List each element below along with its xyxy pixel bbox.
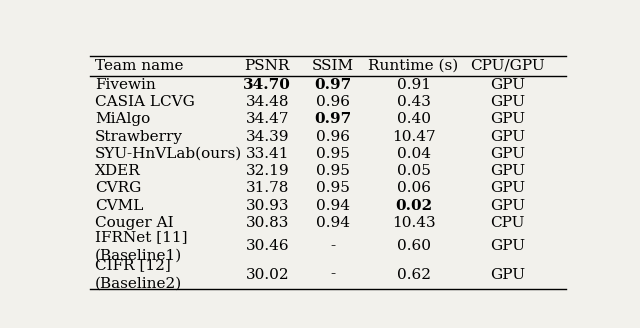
- Text: CASIA LCVG: CASIA LCVG: [95, 95, 195, 109]
- Text: 0.06: 0.06: [397, 181, 431, 195]
- Text: 0.94: 0.94: [316, 216, 350, 230]
- Text: GPU: GPU: [490, 268, 525, 282]
- Text: Team name: Team name: [95, 59, 184, 73]
- Text: 0.95: 0.95: [316, 181, 350, 195]
- Text: 31.78: 31.78: [246, 181, 289, 195]
- Text: 0.97: 0.97: [314, 112, 351, 126]
- Text: GPU: GPU: [490, 130, 525, 144]
- Text: 0.02: 0.02: [395, 199, 432, 213]
- Text: CPU: CPU: [490, 216, 525, 230]
- Text: 0.60: 0.60: [397, 239, 431, 253]
- Text: MiAlgo: MiAlgo: [95, 112, 150, 126]
- Text: 0.96: 0.96: [316, 130, 350, 144]
- Text: CPU/GPU: CPU/GPU: [470, 59, 545, 73]
- Text: 34.48: 34.48: [246, 95, 289, 109]
- Text: 0.40: 0.40: [397, 112, 431, 126]
- Text: GPU: GPU: [490, 164, 525, 178]
- Text: 0.97: 0.97: [314, 78, 351, 92]
- Text: -: -: [330, 268, 335, 282]
- Text: GPU: GPU: [490, 95, 525, 109]
- Text: -: -: [330, 239, 335, 253]
- Text: CIFR [12]
(Baseline2): CIFR [12] (Baseline2): [95, 258, 182, 291]
- Text: SSIM: SSIM: [312, 59, 354, 73]
- Text: Strawberry: Strawberry: [95, 130, 183, 144]
- Text: IFRNet [11]
(Baseline1): IFRNet [11] (Baseline1): [95, 230, 188, 262]
- Text: CVML: CVML: [95, 199, 143, 213]
- Text: 0.96: 0.96: [316, 95, 350, 109]
- Text: 32.19: 32.19: [245, 164, 289, 178]
- Text: GPU: GPU: [490, 78, 525, 92]
- Text: 34.70: 34.70: [243, 78, 291, 92]
- Text: GPU: GPU: [490, 181, 525, 195]
- Text: SYU-HnVLab(ours): SYU-HnVLab(ours): [95, 147, 242, 161]
- Text: Runtime (s): Runtime (s): [369, 59, 459, 73]
- Text: 0.95: 0.95: [316, 164, 350, 178]
- Text: 0.91: 0.91: [397, 78, 431, 92]
- Text: GPU: GPU: [490, 199, 525, 213]
- Text: 30.83: 30.83: [246, 216, 289, 230]
- Text: 30.93: 30.93: [246, 199, 289, 213]
- Text: CVRG: CVRG: [95, 181, 141, 195]
- Text: 0.05: 0.05: [397, 164, 431, 178]
- Text: XDER: XDER: [95, 164, 141, 178]
- Text: GPU: GPU: [490, 147, 525, 161]
- Text: 34.39: 34.39: [246, 130, 289, 144]
- Text: 30.46: 30.46: [245, 239, 289, 253]
- Text: 34.47: 34.47: [246, 112, 289, 126]
- Text: Fivewin: Fivewin: [95, 78, 156, 92]
- Text: 0.62: 0.62: [397, 268, 431, 282]
- Text: GPU: GPU: [490, 239, 525, 253]
- Text: Couger AI: Couger AI: [95, 216, 173, 230]
- Text: 0.04: 0.04: [397, 147, 431, 161]
- Text: 0.94: 0.94: [316, 199, 350, 213]
- Text: 33.41: 33.41: [246, 147, 289, 161]
- Text: 10.47: 10.47: [392, 130, 435, 144]
- Text: 30.02: 30.02: [245, 268, 289, 282]
- Text: 10.43: 10.43: [392, 216, 435, 230]
- Text: 0.43: 0.43: [397, 95, 431, 109]
- Text: GPU: GPU: [490, 112, 525, 126]
- Text: PSNR: PSNR: [244, 59, 290, 73]
- Text: 0.95: 0.95: [316, 147, 350, 161]
